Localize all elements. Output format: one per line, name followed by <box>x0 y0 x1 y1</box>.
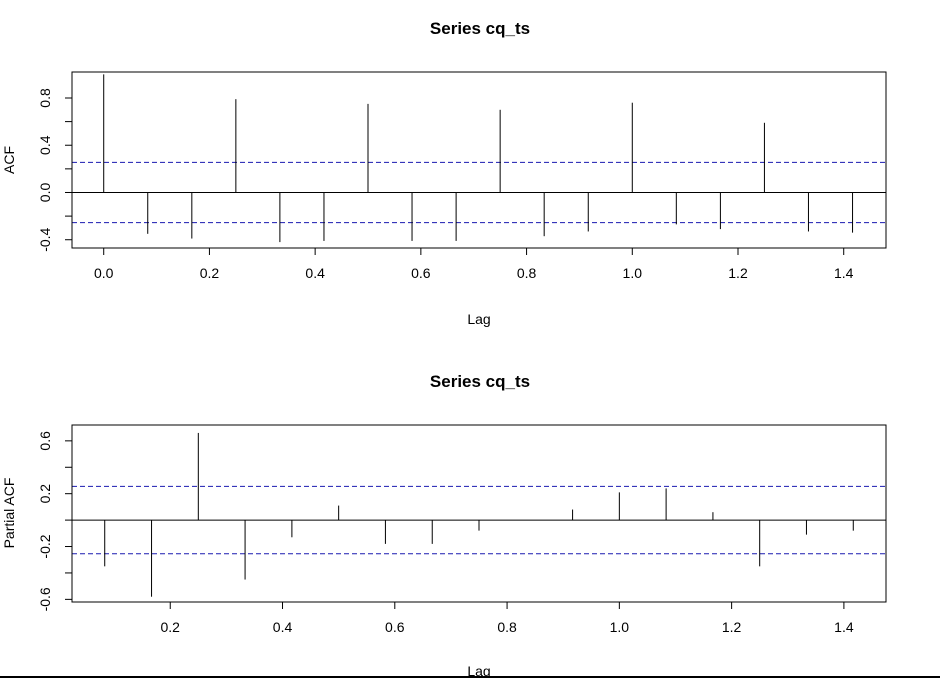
acf-x-tick-label: 0.6 <box>411 265 431 281</box>
pacf-x-axis-label: Lag <box>467 663 490 678</box>
pacf-x-tick-label: 1.0 <box>610 619 630 635</box>
acf-y-tick-label: 0.8 <box>37 88 53 108</box>
pacf-x-tick-label: 0.8 <box>497 619 517 635</box>
pacf-y-axis-label: Partial ACF <box>1 478 17 549</box>
acf-x-tick-label: 0.0 <box>94 265 114 281</box>
acf-x-tick-label: 0.4 <box>305 265 325 281</box>
pacf-y-tick-label: 0.2 <box>37 484 53 504</box>
acf-marks <box>72 74 886 243</box>
pacf-y-tick-label: -0.2 <box>37 534 53 558</box>
pacf-x-tick-label: 0.6 <box>385 619 405 635</box>
acf-title: Series cq_ts <box>430 19 530 38</box>
pacf-y-axis: -0.6 -0.2 0.2 0.6 <box>37 431 73 611</box>
acf-y-axis-label: ACF <box>1 146 17 174</box>
acf-y-axis: -0.4 0.0 0.4 0.8 <box>37 88 73 252</box>
pacf-x-tick-label: 0.2 <box>161 619 181 635</box>
acf-y-tick-label: -0.4 <box>37 227 53 251</box>
acf-x-tick-label: 0.8 <box>517 265 537 281</box>
acf-x-axis-label: Lag <box>467 311 490 327</box>
pacf-plot-frame <box>71 424 887 603</box>
acf-x-axis: 0.0 0.2 0.4 0.6 0.8 1.0 1.2 1.4 <box>94 247 854 281</box>
pacf-y-tick-label: -0.6 <box>37 587 53 611</box>
acf-plot-frame <box>71 71 887 249</box>
window-bottom-edge <box>0 676 940 678</box>
acf-x-tick-label: 0.2 <box>200 265 220 281</box>
pacf-y-tick-label: 0.6 <box>37 431 53 451</box>
acf-y-tick-label: 0.0 <box>37 183 53 203</box>
acf-x-tick-label: 1.4 <box>834 265 854 281</box>
pacf-x-tick-label: 0.4 <box>273 619 293 635</box>
acf-y-tick-label: 0.4 <box>37 135 53 155</box>
acf-panel: Series cq_ts 0.0 0.2 0.4 0.6 0.8 1.0 1.2 1.4 -0… <box>1 19 887 327</box>
pacf-panel: Series cq_ts 0.2 0.4 0.6 0.8 1.0 1.2 1.4 -0.6-… <box>1 372 887 678</box>
acf-x-tick-label: 1.0 <box>623 265 643 281</box>
pacf-x-tick-label: 1.4 <box>834 619 854 635</box>
pacf-marks <box>72 432 886 597</box>
pacf-x-tick-label: 1.2 <box>722 619 742 635</box>
pacf-x-axis: 0.2 0.4 0.6 0.8 1.0 1.2 1.4 <box>161 601 854 635</box>
pacf-title: Series cq_ts <box>430 372 530 391</box>
acf-x-tick-label: 1.2 <box>728 265 748 281</box>
